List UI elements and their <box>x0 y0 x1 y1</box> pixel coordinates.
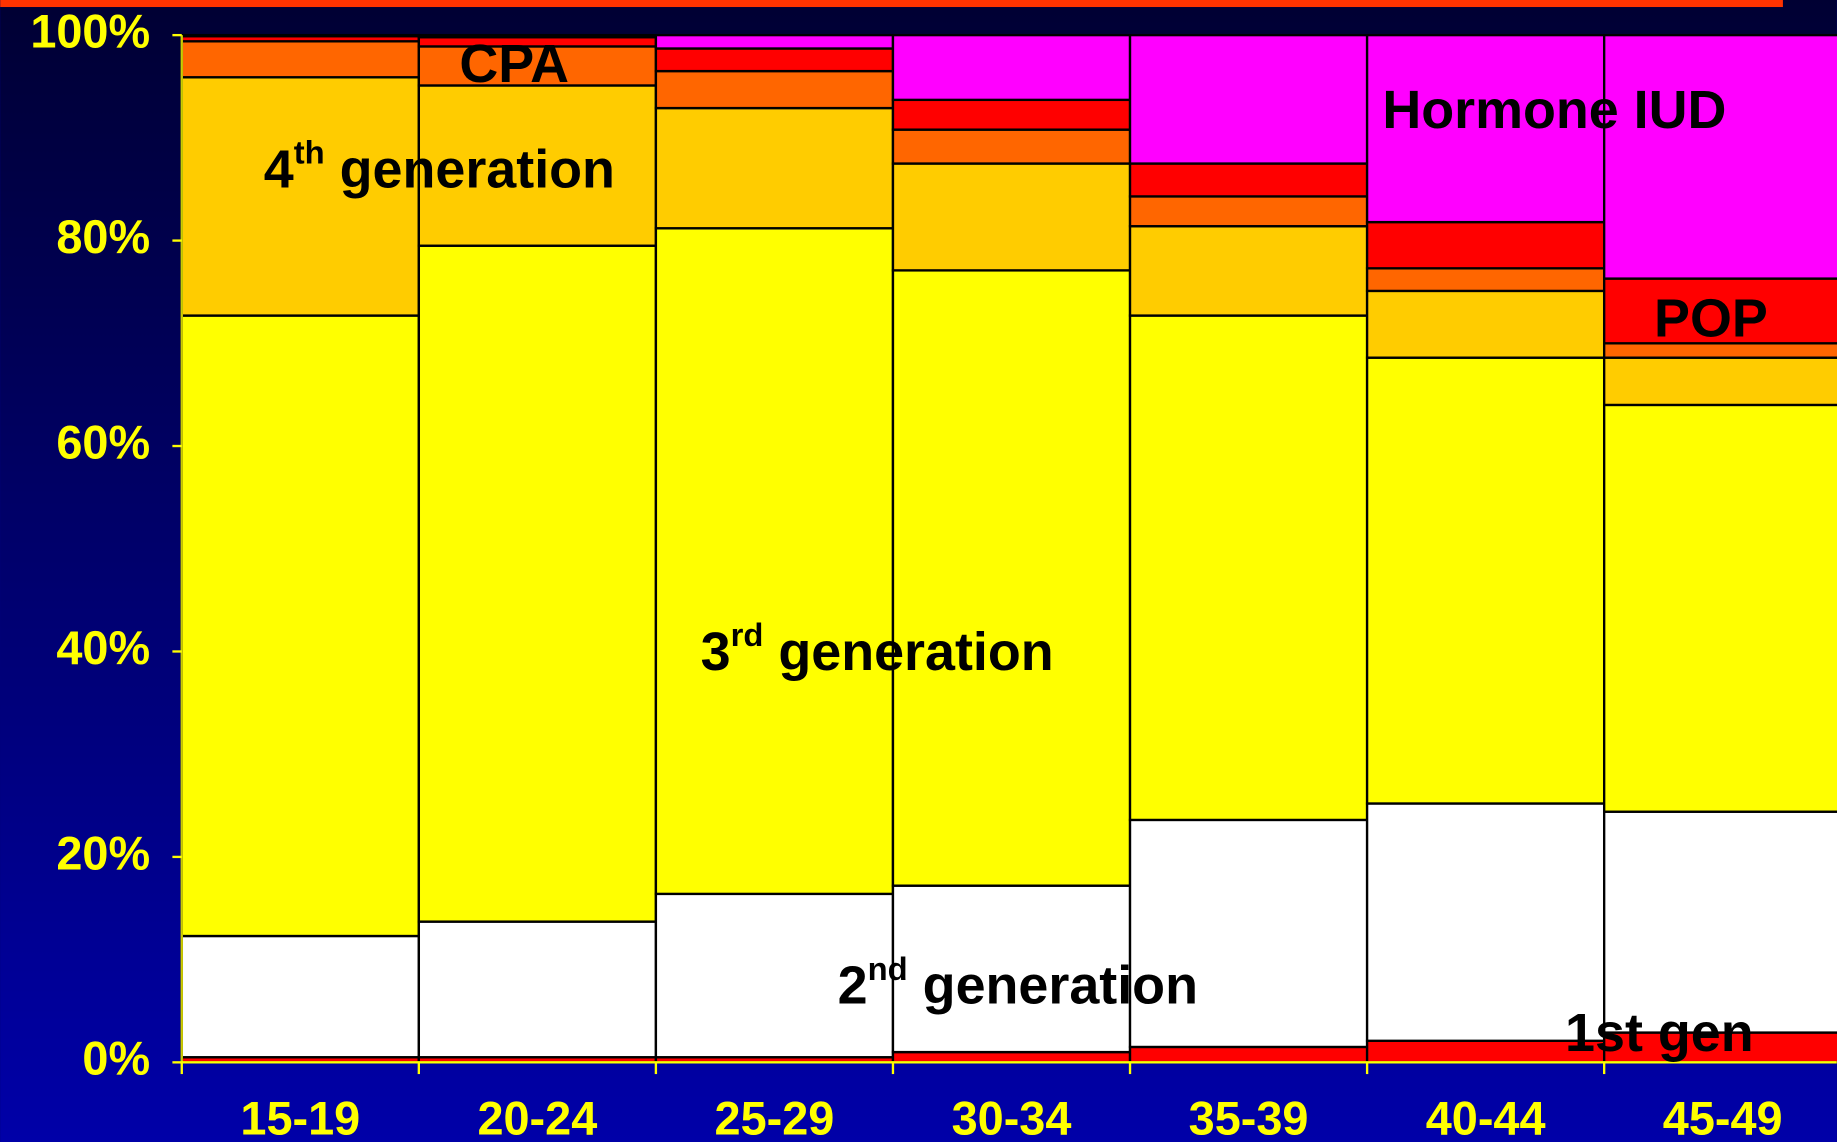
bar-segment <box>1128 1045 1369 1064</box>
bar-segment <box>654 69 895 110</box>
bar-segment <box>891 162 1132 272</box>
y-tick-label: 60% <box>56 416 150 468</box>
series-label: Hormone IUD <box>1382 80 1726 140</box>
bar-segment <box>1602 356 1837 407</box>
bar-segment <box>417 244 658 923</box>
bar-segment <box>891 33 1132 102</box>
label-main: 2 <box>838 956 868 1016</box>
series-label: 3rd generation <box>701 616 1054 682</box>
series-label: 4th generation <box>264 133 615 199</box>
bar-segment <box>417 84 658 247</box>
bar-segment <box>1128 314 1369 822</box>
bar-segment <box>891 98 1132 131</box>
y-tick-label: 40% <box>56 622 150 674</box>
bar-segment <box>180 934 421 1059</box>
bar-segment <box>891 1050 1132 1064</box>
bar-segment <box>180 76 421 317</box>
x-tick-label: 15-19 <box>240 1092 360 1142</box>
bar-segment <box>1128 33 1369 165</box>
bar-segment <box>180 314 421 938</box>
bar-segment <box>891 269 1132 887</box>
y-tick-label: 0% <box>82 1033 150 1085</box>
bar-segment <box>1602 277 1837 345</box>
series-label: CPA <box>459 34 569 94</box>
label-main: 3 <box>701 622 731 682</box>
x-tick-label: 20-24 <box>477 1092 597 1142</box>
bar-segment <box>891 884 1132 1054</box>
y-tick-label: 20% <box>56 827 150 879</box>
label-sup: th <box>294 133 325 170</box>
bar-segment <box>1365 356 1606 805</box>
label-rest: generation <box>908 956 1198 1016</box>
x-tick-label: 35-39 <box>1189 1092 1309 1142</box>
bar-segment <box>1128 225 1369 317</box>
bar-segment <box>1365 33 1606 224</box>
bar-segment <box>1365 267 1606 293</box>
y-tick-label: 100% <box>30 6 150 58</box>
series-label: 1st gen <box>1565 1003 1754 1063</box>
label-rest: generation <box>763 622 1053 682</box>
bar-segment <box>1128 162 1369 198</box>
bar-segment <box>1365 289 1606 359</box>
bar-segment <box>180 40 421 79</box>
series-label: 2nd generation <box>838 950 1198 1016</box>
bar-segment <box>654 227 895 896</box>
label-main: 4 <box>264 140 294 200</box>
bar-segment <box>1602 33 1837 280</box>
label-sup: rd <box>731 616 764 653</box>
series-label: POP <box>1654 288 1768 348</box>
bar-segment <box>417 920 658 1059</box>
bar-segment <box>1128 195 1369 228</box>
bar-segment <box>1365 220 1606 270</box>
x-tick-label: 25-29 <box>715 1092 835 1142</box>
bar-segment <box>1128 818 1369 1049</box>
x-tick-label: 30-34 <box>952 1092 1072 1142</box>
y-tick-label: 80% <box>56 211 150 263</box>
bar-segment <box>654 106 895 230</box>
bar-segment <box>1602 810 1837 1034</box>
label-sup: nd <box>868 950 908 987</box>
x-tick-label: 45-49 <box>1663 1092 1783 1142</box>
bar-segment <box>1602 403 1837 813</box>
label-rest: generation <box>325 140 615 200</box>
bar-segment <box>654 892 895 1059</box>
bar-segment <box>180 33 421 38</box>
bar-segment <box>654 47 895 73</box>
x-tick-label: 40-44 <box>1426 1092 1546 1142</box>
bar-segment <box>654 33 895 50</box>
header-stripe <box>0 0 1783 8</box>
bar-segment <box>891 128 1132 165</box>
